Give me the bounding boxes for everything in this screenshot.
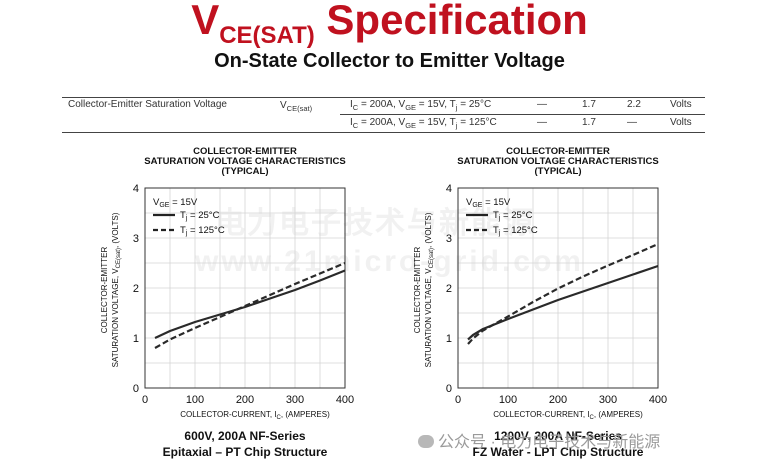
legend-vge: VGE = 15V <box>466 197 511 209</box>
spec-symbol: VCE(sat) <box>280 100 313 113</box>
y-tick-label: 2 <box>133 283 139 295</box>
spec-row-1-condition: IC = 200A, VGE = 15V, Tj = 25°C <box>350 99 492 112</box>
wechat-icon <box>418 435 434 448</box>
x-tick-label: 400 <box>336 394 354 406</box>
y-tick-label: 4 <box>133 183 139 195</box>
y-tick-label: 1 <box>446 333 452 345</box>
spec-table-rule-bottom <box>62 132 705 133</box>
x-tick-label: 200 <box>549 394 567 406</box>
legend-label-125c: Tj = 125°C <box>180 225 225 237</box>
y-axis-label-line2: SATURATION VOLTAGE, VCE(sat), (VOLTS) <box>111 212 122 367</box>
x-tick-label: 200 <box>236 394 254 406</box>
x-tick-label: 0 <box>455 394 461 406</box>
legend-label-125c: Tj = 125°C <box>493 225 538 237</box>
x-tick-label: 100 <box>499 394 517 406</box>
y-axis-label-line2: SATURATION VOLTAGE, VCE(sat), (VOLTS) <box>424 212 435 367</box>
chart-2-title: COLLECTOR-EMITTER SATURATION VOLTAGE CHAR… <box>457 146 659 177</box>
x-tick-label: 300 <box>286 394 304 406</box>
wechat-watermark: 公众号 · 电力电子技术与新能源 <box>418 428 660 452</box>
legend-label-25c: Tj = 25°C <box>180 210 220 222</box>
series-line-125c <box>467 242 659 345</box>
spec-param-label: Collector-Emitter Saturation Voltage <box>68 99 227 110</box>
spec-row-2-max: — <box>627 117 637 128</box>
chart-1-caption: 600V, 200A NF-Series Epitaxial – PT Chip … <box>162 429 328 459</box>
plot-frame <box>144 187 346 389</box>
watermark-cn: 电力电子技术与新能源 <box>215 207 535 240</box>
legend-label-25c: Tj = 25°C <box>493 210 533 222</box>
y-tick-label: 4 <box>446 183 452 195</box>
chart-2-caption: 1200V, 200A NF-Series FZ Wafer - LPT Chip… <box>472 429 644 459</box>
spec-row-1-unit: Volts <box>670 99 692 110</box>
spec-table-rule-top <box>62 97 705 98</box>
y-tick-label: 2 <box>446 283 452 295</box>
series-line-125c <box>154 261 346 349</box>
spec-row-1-max: 2.2 <box>627 99 641 110</box>
series-line-25c <box>467 264 659 341</box>
spec-row-1-typ: 1.7 <box>582 99 596 110</box>
series-line-25c <box>154 269 346 339</box>
y-tick-label: 3 <box>446 233 452 245</box>
page-subtitle: On-State Collector to Emitter Voltage <box>214 50 565 72</box>
x-tick-label: 0 <box>142 394 148 406</box>
x-tick-label: 100 <box>186 394 204 406</box>
y-axis-label-line1: COLLECTOR-EMITTER <box>100 247 109 334</box>
spec-row-1-min: — <box>537 99 547 110</box>
legend-vge: VGE = 15V <box>153 197 198 209</box>
spec-row-2-unit: Volts <box>670 117 692 128</box>
y-tick-label: 0 <box>446 383 452 395</box>
y-tick-label: 0 <box>133 383 139 395</box>
plot-frame <box>457 187 659 389</box>
spec-row-2-typ: 1.7 <box>582 117 596 128</box>
spec-table-rule-mid <box>340 114 705 115</box>
x-axis-label: COLLECTOR-CURRENT, IC, (AMPERES) <box>180 410 330 421</box>
y-axis-label-line1: COLLECTOR-EMITTER <box>413 247 422 334</box>
spec-row-2-condition: IC = 200A, VGE = 15V, Tj = 125°C <box>350 117 497 130</box>
y-tick-label: 1 <box>133 333 139 345</box>
x-tick-label: 300 <box>599 394 617 406</box>
x-tick-label: 400 <box>649 394 667 406</box>
chart-1-title: COLLECTOR-EMITTER SATURATION VOLTAGE CHAR… <box>144 146 346 177</box>
watermark-url: www.21micro-grid.com <box>195 245 584 278</box>
x-axis-label: COLLECTOR-CURRENT, IC, (AMPERES) <box>493 410 643 421</box>
spec-row-2-min: — <box>537 117 547 128</box>
page-title: VCE(SAT) Specification <box>191 0 588 49</box>
y-tick-label: 3 <box>133 233 139 245</box>
